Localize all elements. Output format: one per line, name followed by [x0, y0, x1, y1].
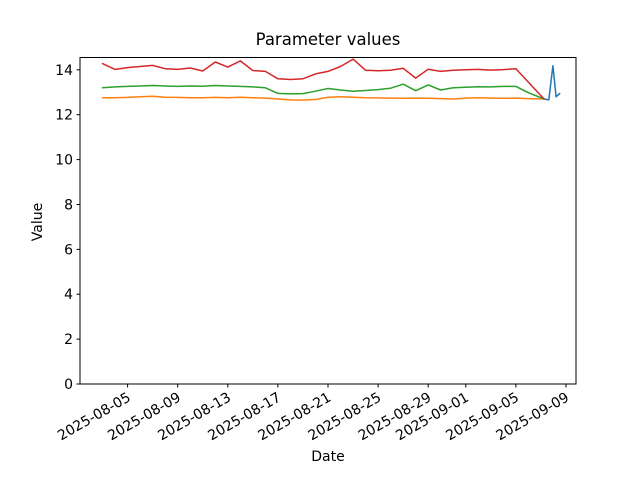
y-tick-label: 10: [55, 153, 73, 169]
y-tick-label: 6: [64, 242, 73, 258]
series-line-series-2-orange: [101, 95, 545, 101]
axes-frame: [79, 57, 577, 385]
y-tick-label: 4: [64, 287, 73, 303]
y-axis-label: Value: [30, 202, 46, 242]
chart-title: Parameter values: [255, 30, 401, 49]
y-tick-label: 2: [64, 332, 73, 348]
y-tick-label: 14: [55, 63, 73, 79]
y-tick-label: 8: [64, 197, 73, 213]
y-tick-label: 12: [55, 108, 73, 124]
series-line-series-1-blue: [543, 65, 561, 101]
y-tick-label: 0: [64, 377, 73, 393]
series-line-series-3-green: [101, 83, 545, 100]
x-axis-label: Date: [311, 449, 345, 465]
series-line-series-4-red: [101, 58, 545, 100]
